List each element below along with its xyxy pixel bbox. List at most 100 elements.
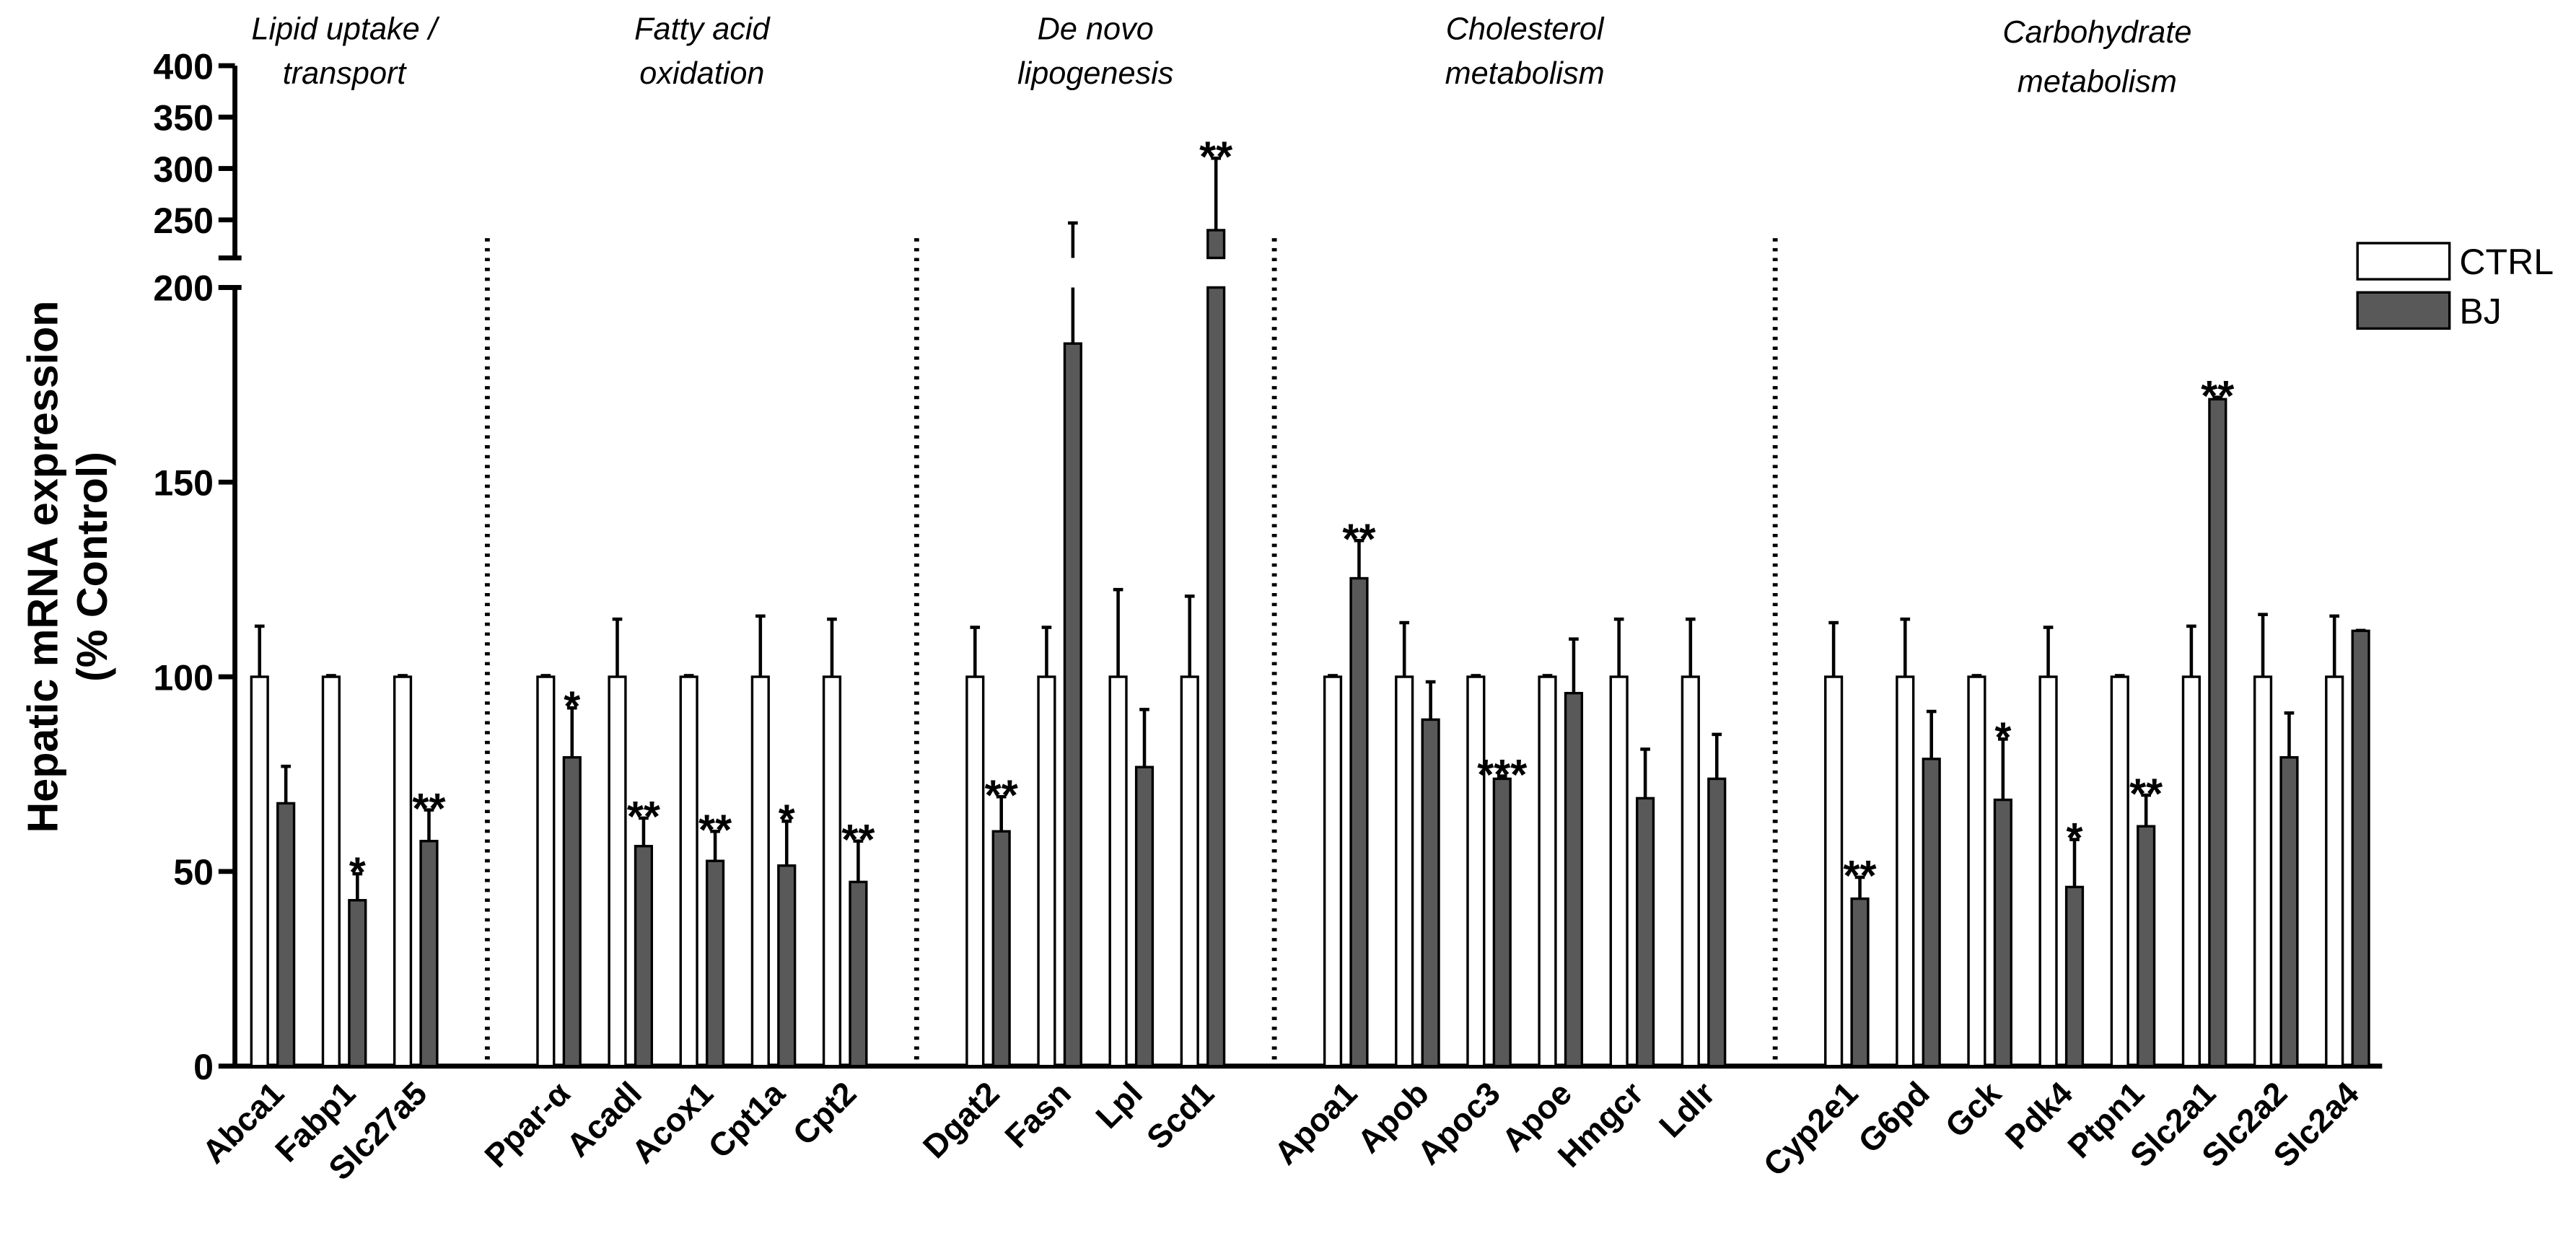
- group-label: Lipid uptake /: [251, 12, 439, 47]
- x-tick-label: Scd1: [1139, 1075, 1221, 1157]
- bar: [1850, 897, 1870, 1068]
- bar: [1492, 777, 1512, 1068]
- bar: [705, 859, 725, 1068]
- bar: [1564, 692, 1584, 1068]
- bar: [1609, 675, 1629, 1068]
- significance-label: **: [627, 792, 660, 841]
- significance-label: **: [1342, 514, 1375, 563]
- significance-label: *: [779, 795, 795, 843]
- bar: [1635, 797, 1655, 1068]
- y-tick-label: 100: [153, 657, 214, 698]
- significance-label: **: [985, 771, 1018, 819]
- legend-label: CTRL: [2459, 242, 2554, 282]
- group-label: oxidation: [639, 56, 764, 91]
- group-label: transport: [283, 56, 408, 91]
- bar: [1323, 675, 1343, 1068]
- x-tick-label: Cpt1a: [701, 1074, 792, 1165]
- bar: [1395, 675, 1414, 1068]
- bar: [1134, 765, 1155, 1068]
- y-tick-label: 250: [153, 201, 214, 241]
- bar: [1466, 675, 1486, 1068]
- x-tick-label: Cyp2e1: [1756, 1075, 1865, 1184]
- bar: [1707, 777, 1727, 1068]
- significance-label: *: [349, 848, 366, 896]
- significance-label: ***: [1477, 750, 1527, 799]
- bar: [348, 899, 367, 1068]
- bar: [2279, 756, 2299, 1068]
- bar: [1681, 675, 1700, 1068]
- significance-label: **: [841, 815, 875, 864]
- bar: [2110, 675, 2129, 1068]
- group-label: Fatty acid: [634, 12, 771, 47]
- legend-label: BJ: [2459, 291, 2501, 332]
- x-tick-label: Dgat2: [916, 1075, 1006, 1165]
- bar: [419, 840, 439, 1068]
- bar: [1922, 758, 1941, 1068]
- significance-label: **: [1199, 133, 1232, 181]
- x-tick-label: Lpl: [1089, 1075, 1149, 1136]
- bar: [608, 675, 627, 1068]
- significance-label: **: [412, 784, 445, 833]
- bar: [2064, 885, 2085, 1068]
- y-axis-label: (% Control): [68, 452, 116, 682]
- x-tick-label: Apoa1: [1267, 1075, 1364, 1172]
- y-tick-label: 300: [153, 149, 214, 190]
- bar: [849, 880, 868, 1068]
- bar: [2038, 675, 2058, 1068]
- bar: [1180, 675, 1199, 1068]
- x-tick-label: Ldlr: [1652, 1074, 1722, 1144]
- bar: [1421, 718, 1440, 1068]
- significance-label: **: [2129, 769, 2163, 817]
- bar: [250, 675, 269, 1068]
- bar: [2253, 675, 2273, 1068]
- bar: [822, 675, 842, 1068]
- x-tick-label: Abca1: [196, 1075, 292, 1171]
- bar: [321, 675, 341, 1068]
- bar: [1206, 229, 1226, 260]
- bar: [634, 845, 654, 1068]
- group-label: metabolism: [2018, 65, 2177, 100]
- bar: [393, 675, 413, 1068]
- bar: [1824, 675, 1844, 1068]
- bar: [536, 675, 556, 1068]
- y-tick-label: 200: [153, 268, 214, 309]
- x-tick-label: Gck: [1938, 1074, 2008, 1144]
- x-tick-label: Ppar-α: [478, 1075, 577, 1175]
- group-label: Cholesterol: [1446, 12, 1605, 47]
- group-label: Carbohydrate: [2002, 15, 2191, 50]
- significance-label: *: [564, 682, 580, 730]
- x-tick-label: Acox1: [624, 1075, 720, 1171]
- bar: [750, 675, 770, 1068]
- bar: [1108, 675, 1128, 1068]
- bar: [2325, 675, 2344, 1068]
- bar: [679, 675, 698, 1068]
- bar: [1037, 675, 1056, 1068]
- bar: [1538, 675, 1557, 1068]
- y-axis-label: Hepatic mRNA expression: [19, 301, 67, 833]
- bar: [2137, 825, 2156, 1068]
- y-tick-label: 50: [173, 852, 214, 892]
- bar: [1993, 798, 2012, 1068]
- significance-label: **: [698, 805, 732, 854]
- x-tick-label: Cpt2: [786, 1075, 864, 1153]
- bar: [1063, 342, 1082, 1068]
- bar: [276, 802, 296, 1068]
- bar: [991, 830, 1011, 1068]
- significance-label: **: [1844, 851, 1877, 900]
- group-label: lipogenesis: [1017, 56, 1173, 91]
- y-tick-label: 0: [193, 1047, 214, 1087]
- legend-swatch: [2356, 242, 2451, 281]
- y-tick-label: 350: [153, 98, 214, 139]
- group-label: metabolism: [1445, 56, 1605, 91]
- significance-label: **: [2201, 372, 2234, 420]
- group-label: De novo: [1038, 12, 1154, 47]
- significance-label: *: [2066, 814, 2082, 862]
- bar: [1967, 675, 1986, 1068]
- legend-swatch: [2356, 291, 2451, 330]
- bar: [2208, 398, 2227, 1068]
- significance-label: *: [1994, 714, 2011, 762]
- bar: [965, 675, 985, 1068]
- x-tick-label: G6pd: [1851, 1075, 1936, 1160]
